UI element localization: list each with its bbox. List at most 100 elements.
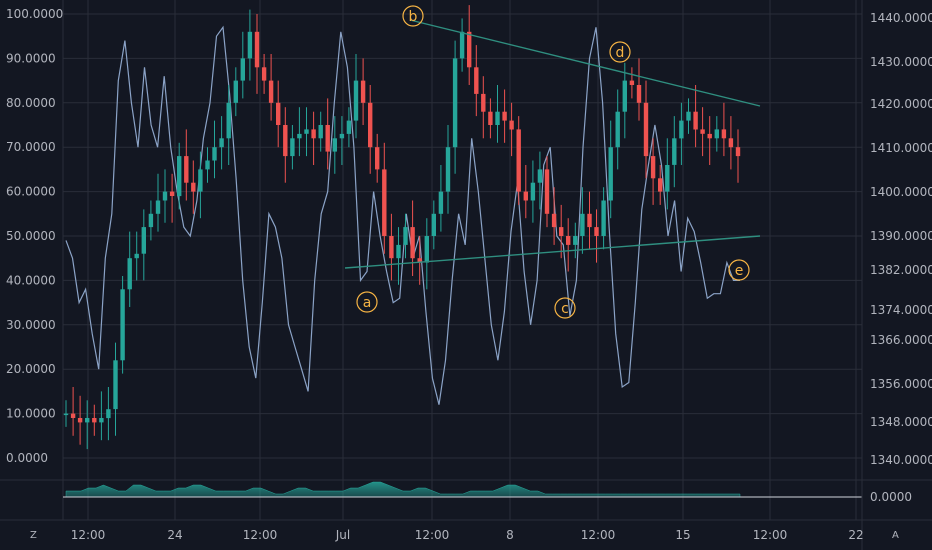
candle-body — [120, 289, 125, 361]
x-tick-label: 24 — [167, 528, 182, 542]
left-tick-label: 10.0000 — [6, 407, 56, 421]
wave-label-circle — [609, 41, 631, 63]
wave-label-text: d — [616, 45, 625, 61]
candle-body — [360, 80, 366, 103]
candle-body — [587, 213, 592, 228]
candle-body — [459, 31, 465, 59]
trendlines — [344, 19, 761, 269]
left-tick-label: 40.0000 — [6, 273, 56, 287]
candle-body — [566, 236, 571, 245]
wave-label-e: e — [728, 259, 750, 281]
left-tick-label: 100.0000 — [6, 7, 63, 21]
candle-body — [622, 80, 627, 112]
lower-trendline — [344, 235, 761, 269]
right-tick-label: 1348.0000 — [870, 415, 932, 429]
right-tick-label: 1410.0000 — [870, 141, 932, 155]
candle-body — [544, 169, 550, 214]
x-tick-label: 15 — [675, 528, 690, 542]
wave-label-circle — [356, 291, 378, 313]
candle-body — [403, 227, 408, 245]
candle-body — [268, 80, 274, 103]
price-candles — [63, 5, 741, 450]
candle-body — [714, 129, 719, 139]
x-tick-label: 8 — [506, 528, 514, 542]
candle-body — [261, 67, 267, 81]
upper-trendline — [409, 19, 761, 107]
candle-body — [424, 236, 429, 263]
candle-body — [615, 111, 620, 148]
wave-label-c: c — [554, 297, 576, 319]
candle-body — [63, 413, 69, 416]
left-axis: 100.0000 90.0000 80.0000 70.0000 60.0000 50.0… — [6, 7, 63, 465]
candle-body — [290, 138, 295, 157]
candle-body — [113, 360, 118, 410]
a-icon[interactable]: A — [892, 530, 899, 541]
wave-label-circle — [554, 297, 576, 319]
left-tick-label: 70.0000 — [6, 140, 56, 154]
candle-body — [672, 138, 677, 165]
candle-body — [127, 258, 132, 290]
z-icon[interactable]: Z — [30, 530, 37, 541]
candle-body — [169, 191, 175, 196]
candle-body — [474, 67, 479, 94]
left-tick-label: 20.0000 — [6, 362, 56, 376]
candle-body — [382, 169, 387, 236]
left-tick-label: 50.0000 — [6, 229, 56, 243]
wave-label-circle — [728, 259, 750, 281]
candle-body — [85, 418, 90, 423]
candle-body — [495, 111, 500, 125]
candle-body — [304, 129, 309, 134]
x-tick-label: 12:00 — [71, 528, 106, 542]
right-tick-label: 1356.0000 — [870, 377, 932, 391]
candle-body — [700, 129, 705, 134]
candle-body — [311, 129, 316, 139]
candle-body — [368, 102, 373, 148]
candle-body — [283, 125, 288, 157]
candle-body — [375, 147, 380, 170]
candle-body — [198, 169, 203, 192]
candle-body — [92, 418, 97, 423]
candle-body — [162, 191, 168, 201]
left-tick-label: 90.0000 — [6, 51, 56, 65]
candle-body — [509, 120, 514, 130]
time-axis: 12:00 24 12:00 Jul 12:00 8 12:00 15 12:00 22 Z A — [0, 519, 932, 542]
left-tick-label: 60.0000 — [6, 185, 56, 199]
wave-label-text: a — [363, 295, 372, 311]
right-axis: 1440.0000 1430.0000 1420.0000 1410.0000 1400… — [870, 11, 932, 504]
wave-label-text: c — [561, 301, 569, 317]
candle-body — [332, 138, 337, 152]
left-tick-label: 0.0000 — [6, 451, 48, 465]
candle-body — [353, 80, 359, 121]
wave-labels: a b c d e — [356, 5, 750, 319]
candle-body — [184, 156, 189, 183]
oscillator-path — [65, 25, 740, 405]
right-tick-label: 1430.0000 — [870, 55, 932, 69]
candle-body — [452, 58, 458, 148]
candle-body — [77, 418, 83, 423]
candle-body — [502, 111, 507, 121]
candle-body — [134, 253, 139, 259]
candle-body — [219, 138, 224, 148]
right-tick-label: 1420.0000 — [870, 97, 932, 111]
x-tick-label: 12:00 — [415, 528, 450, 542]
candle-body — [141, 227, 146, 254]
candle-body — [205, 160, 210, 170]
candle-body — [148, 213, 154, 228]
right-tick-label: 1382.0000 — [870, 263, 932, 277]
candle-body — [155, 200, 161, 214]
oscillator-line — [65, 25, 740, 405]
wave-label-b: b — [402, 5, 424, 27]
left-tick-label: 30.0000 — [6, 318, 56, 332]
candle-body — [438, 191, 444, 214]
candle-body — [191, 182, 196, 192]
candle-body — [396, 244, 401, 259]
candle-body — [226, 102, 231, 139]
candle-body — [643, 102, 649, 157]
candle-body — [431, 213, 436, 236]
candle-body — [233, 80, 238, 103]
candle-body — [70, 413, 76, 418]
candle-body — [735, 147, 741, 157]
